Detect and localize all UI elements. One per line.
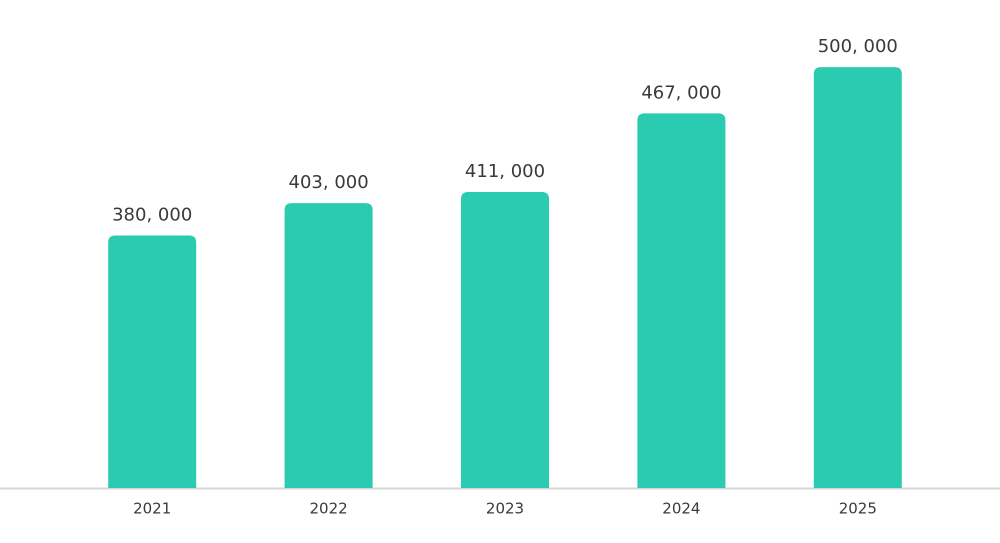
bar [284,203,373,488]
value-label: 500, 000 [818,36,898,57]
x-tick-label: 2023 [486,500,524,518]
bar [108,235,197,488]
value-label: 380, 000 [112,204,192,225]
bar [813,67,902,488]
x-tick-label: 2021 [133,500,171,518]
value-label: 467, 000 [641,82,721,103]
bar [637,113,726,488]
x-tick-label: 2022 [310,500,348,518]
bar [461,191,549,489]
x-tick-label: 2025 [839,500,877,518]
value-label: 403, 000 [289,172,369,193]
value-label: 411, 000 [465,161,545,182]
x-tick-label: 2024 [662,500,700,518]
